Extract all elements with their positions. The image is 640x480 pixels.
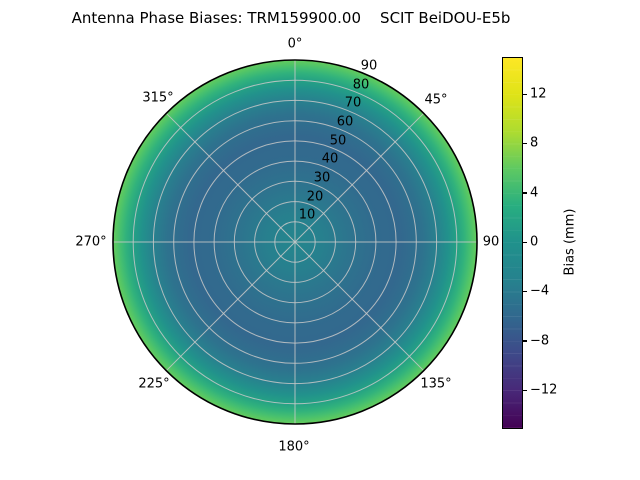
- colorbar-tick-label: 4: [530, 185, 539, 201]
- r-label-30: 30: [314, 171, 331, 186]
- r-label-90: 90: [361, 59, 378, 74]
- colorbar-tick: [523, 241, 527, 243]
- theta-label-135: 135°: [420, 377, 451, 392]
- polar-outline: [112, 59, 478, 425]
- colorbar-tick: [523, 142, 527, 144]
- theta-label-315: 315°: [142, 91, 173, 106]
- theta-tick-labels: 0° 45° 90 135° 180° 225° 270° 315°: [75, 37, 499, 455]
- theta-label-45: 45°: [424, 93, 447, 108]
- colorbar: [502, 57, 523, 429]
- r-label-80: 80: [353, 78, 370, 93]
- page-title: Antenna Phase Biases: TRM159900.00 SCIT …: [71, 9, 511, 27]
- r-label-40: 40: [322, 152, 339, 167]
- r-tick-labels: 10 20 30 40 50 60 70 80 90: [299, 59, 378, 223]
- theta-label-0: 0°: [288, 37, 303, 52]
- r-label-20: 20: [307, 190, 324, 205]
- colorbar-tick-label: −8: [530, 333, 550, 349]
- colorbar-tick: [523, 340, 527, 342]
- theta-gridlines: [113, 60, 477, 424]
- theta-label-225: 225°: [138, 377, 169, 392]
- colorbar-tick: [523, 192, 527, 194]
- theta-label-180: 180°: [278, 440, 309, 455]
- polar-plot: 0° 45° 90 135° 180° 225° 270° 315° 10 20…: [75, 37, 499, 455]
- r-label-10: 10: [299, 208, 316, 223]
- colorbar-tick-label: 12: [530, 86, 547, 102]
- colorbar-tick: [523, 389, 527, 391]
- colorbar-tick-label: 0: [530, 234, 539, 250]
- r-label-70: 70: [345, 96, 362, 111]
- colorbar-tick: [523, 93, 527, 95]
- colorbar-axis-label: Bias (mm): [562, 208, 578, 276]
- colorbar-tick: [523, 290, 527, 292]
- theta-label-90: 90: [483, 235, 500, 250]
- r-label-60: 60: [337, 115, 354, 130]
- r-label-50: 50: [330, 134, 347, 149]
- theta-label-270: 270°: [75, 235, 106, 250]
- colorbar-tick-label: −4: [530, 283, 550, 299]
- colorbar-tick-label: 8: [530, 135, 539, 151]
- colorbar-tick-label: −12: [530, 382, 558, 398]
